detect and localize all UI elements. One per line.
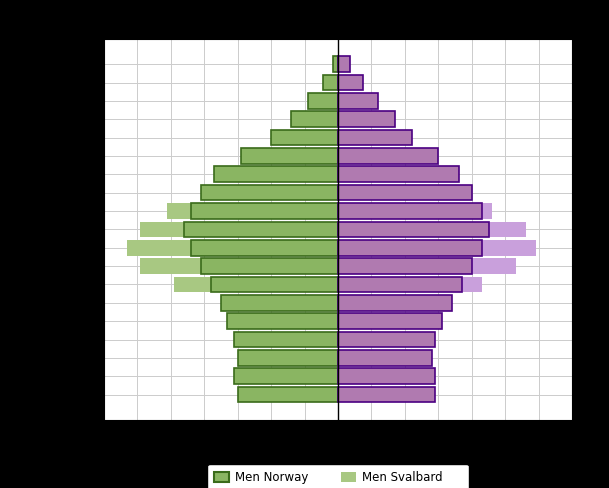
Bar: [228, 313, 338, 329]
Bar: [336, 93, 338, 109]
Bar: [251, 166, 338, 182]
Bar: [338, 295, 435, 310]
Bar: [338, 240, 536, 256]
Bar: [338, 185, 448, 201]
Bar: [322, 130, 338, 145]
Bar: [140, 222, 338, 237]
Bar: [338, 222, 488, 237]
Bar: [338, 130, 350, 145]
Bar: [338, 166, 402, 182]
Legend: Men Norway, Women Norway, Men Svalbard, Women Svalbard: Men Norway, Women Norway, Men Svalbard, …: [208, 464, 468, 488]
Bar: [338, 387, 435, 403]
Bar: [174, 277, 338, 292]
Bar: [338, 93, 378, 109]
Bar: [308, 93, 338, 109]
Bar: [314, 350, 338, 366]
Bar: [338, 350, 432, 366]
Bar: [338, 75, 363, 90]
Bar: [220, 295, 338, 310]
Bar: [228, 295, 338, 310]
Bar: [214, 166, 338, 182]
Bar: [338, 313, 442, 329]
Bar: [201, 185, 338, 201]
Bar: [314, 387, 338, 403]
Bar: [338, 166, 459, 182]
Bar: [167, 203, 338, 219]
Bar: [291, 111, 338, 127]
Bar: [338, 56, 350, 72]
Bar: [234, 332, 338, 347]
Bar: [295, 148, 338, 164]
Bar: [238, 387, 338, 403]
Bar: [338, 93, 339, 109]
Bar: [140, 258, 338, 274]
Bar: [338, 111, 395, 127]
Bar: [338, 350, 358, 366]
Bar: [338, 240, 482, 256]
Bar: [201, 258, 338, 274]
Bar: [338, 295, 452, 310]
Bar: [338, 277, 482, 292]
Bar: [338, 258, 515, 274]
Bar: [338, 185, 472, 201]
Bar: [191, 240, 338, 256]
Bar: [338, 313, 392, 329]
Bar: [323, 75, 338, 90]
Bar: [338, 368, 435, 384]
Bar: [338, 368, 365, 384]
Bar: [333, 56, 338, 72]
Bar: [238, 350, 338, 366]
Bar: [338, 148, 368, 164]
Bar: [184, 222, 338, 237]
Bar: [241, 148, 338, 164]
Bar: [338, 277, 462, 292]
Bar: [329, 111, 338, 127]
Bar: [338, 387, 358, 403]
Bar: [338, 332, 358, 347]
Bar: [338, 203, 482, 219]
Bar: [338, 222, 526, 237]
Bar: [338, 332, 435, 347]
Bar: [234, 368, 338, 384]
Bar: [338, 203, 492, 219]
Bar: [308, 368, 338, 384]
Bar: [338, 258, 472, 274]
Bar: [207, 185, 338, 201]
Bar: [308, 332, 338, 347]
Bar: [191, 203, 338, 219]
Bar: [338, 148, 438, 164]
Bar: [271, 130, 338, 145]
Bar: [211, 277, 338, 292]
Bar: [338, 130, 412, 145]
Bar: [127, 240, 338, 256]
Bar: [274, 313, 338, 329]
Bar: [338, 111, 343, 127]
